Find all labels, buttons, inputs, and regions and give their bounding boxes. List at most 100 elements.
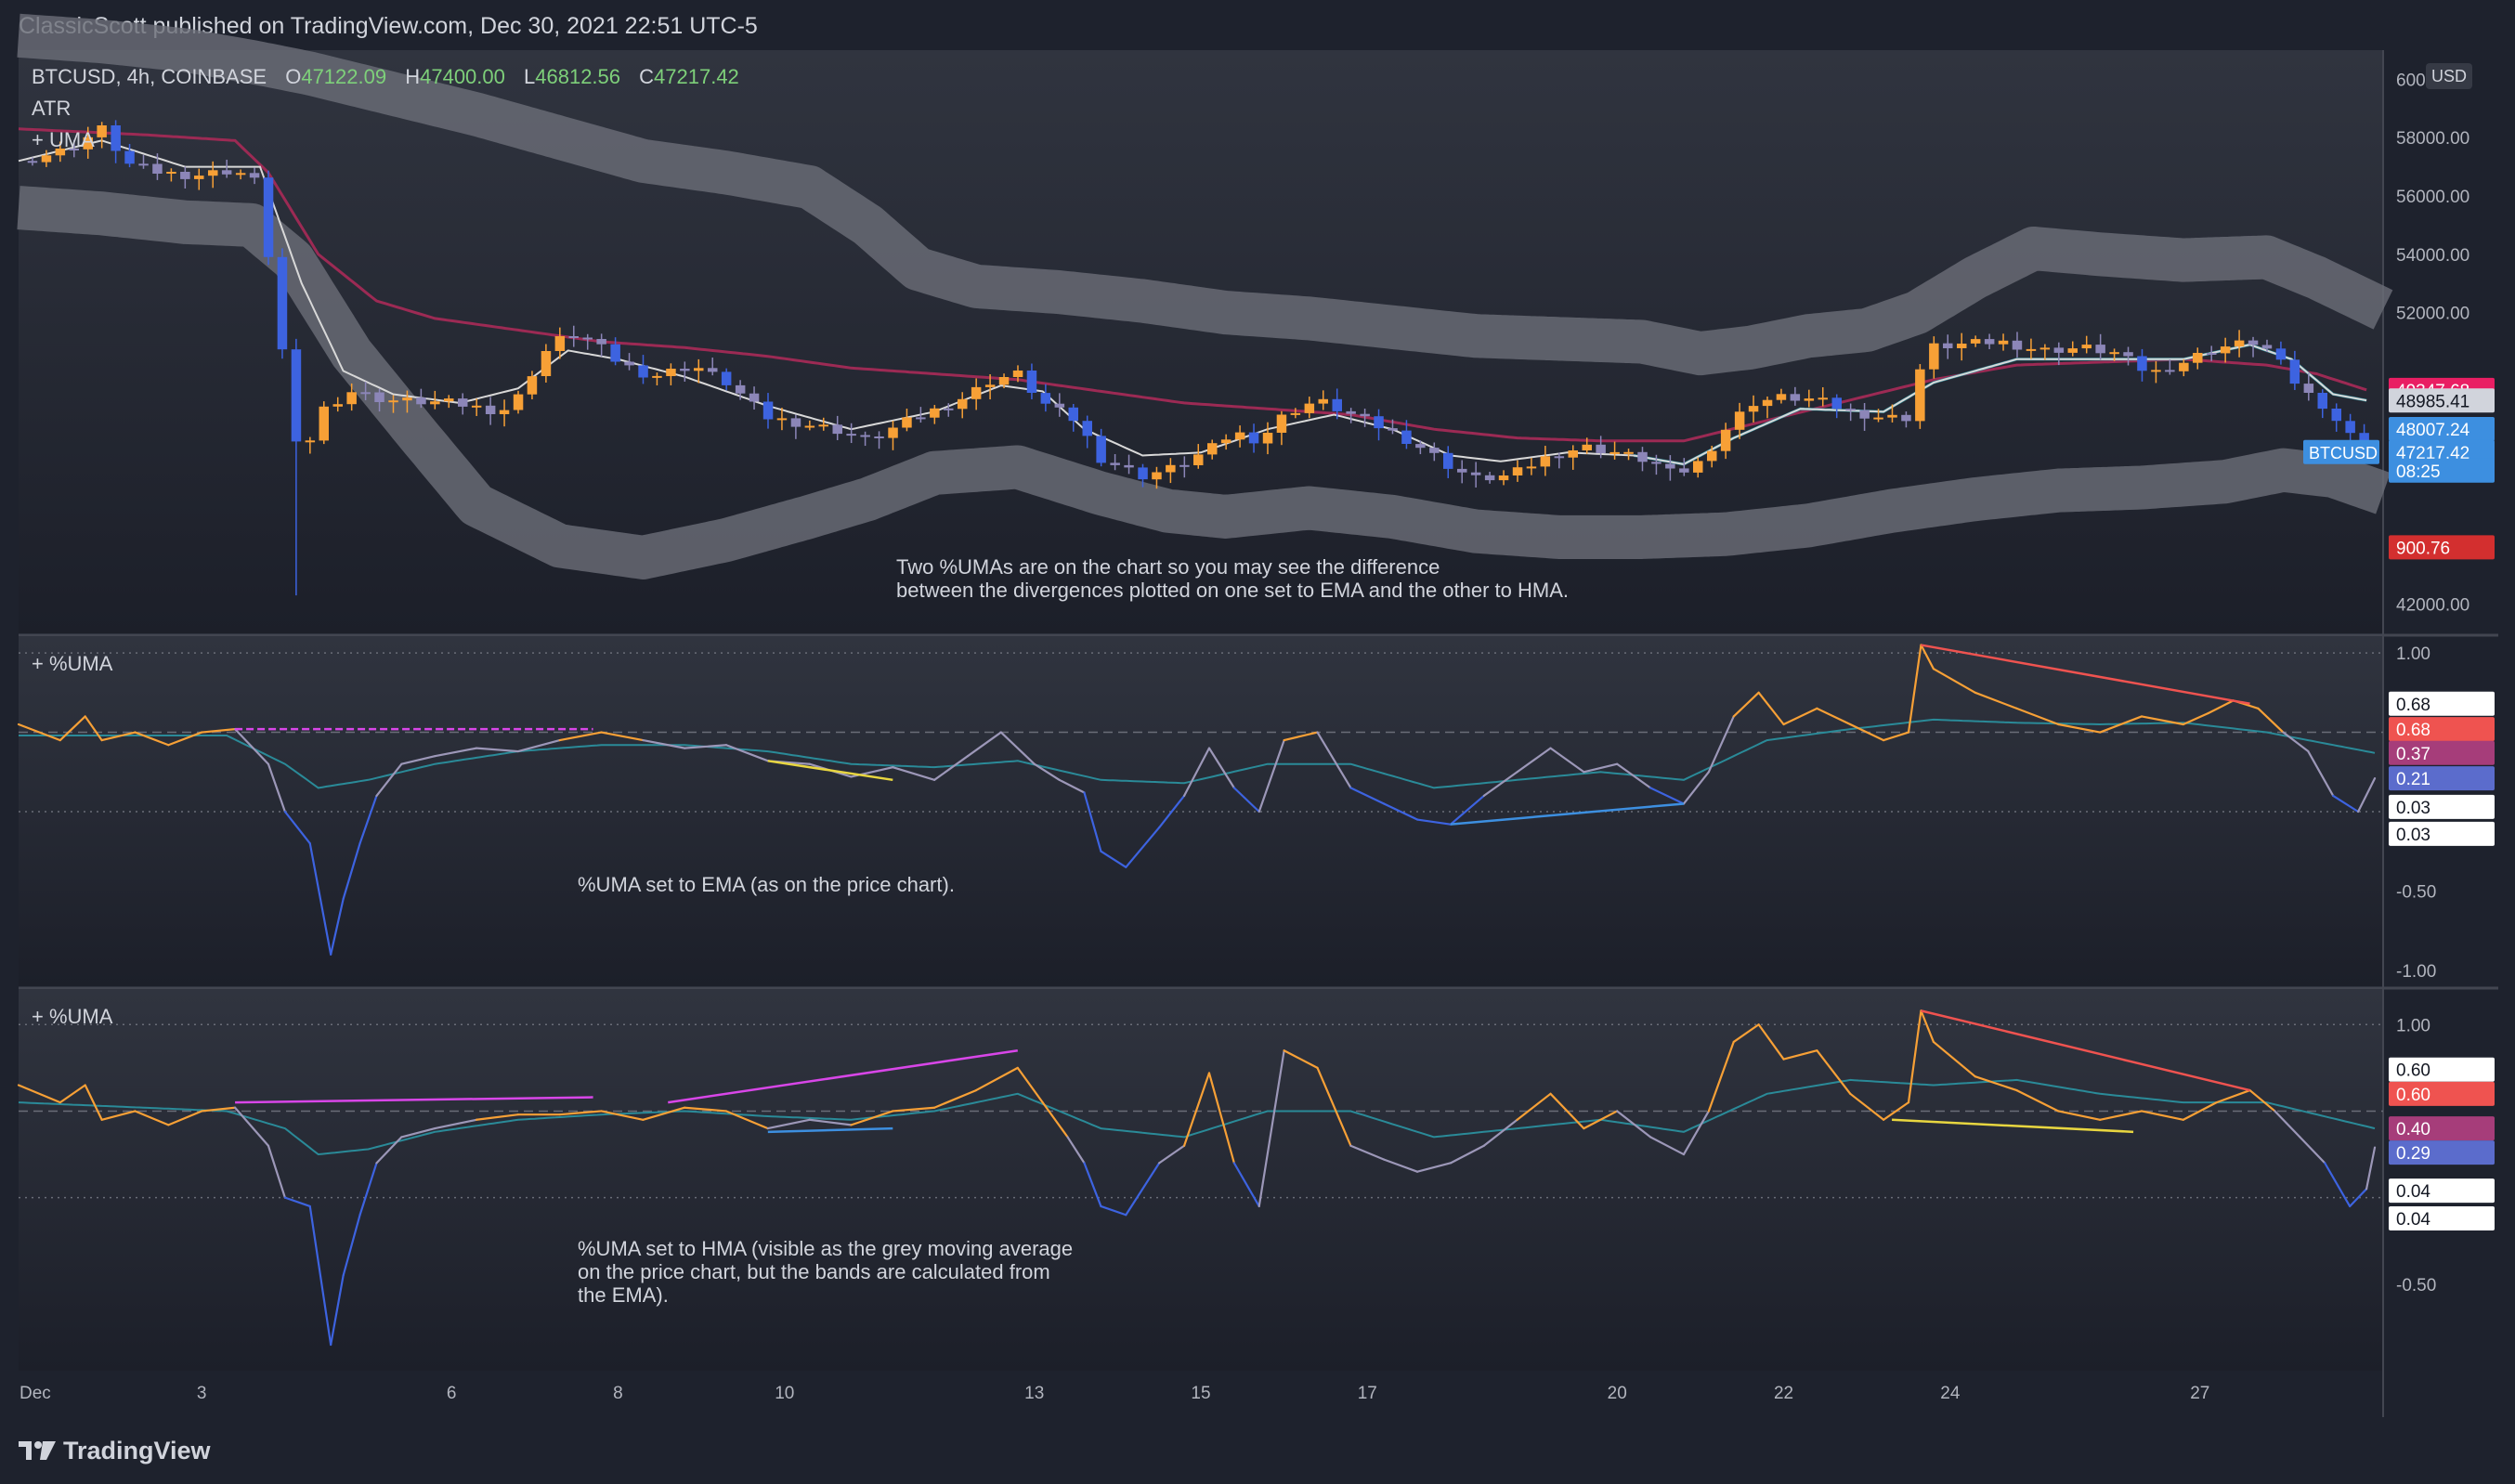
uma-ema-main-segment — [1258, 738, 1285, 814]
uma-hma-annotation-line-2: on the price chart, but the bands are ca… — [578, 1260, 1050, 1283]
candle-body — [458, 398, 468, 407]
uma-ema-value-label-bg — [2389, 717, 2495, 742]
candle-body — [2345, 421, 2355, 434]
time-tick-label: 6 — [447, 1384, 457, 1403]
time-tick-label: 24 — [1940, 1384, 1961, 1403]
uma-hma-main-segment — [1316, 1066, 1352, 1147]
candle-body — [1443, 452, 1453, 469]
close-label: C — [639, 65, 655, 88]
candle-body — [111, 125, 121, 151]
symbol-legend[interactable]: BTCUSD, 4h, COINBASE O47122.09 H47400.00… — [32, 65, 739, 89]
uma-hma-main-segment — [167, 1110, 203, 1126]
candle-body — [2207, 353, 2217, 355]
uma-hma-main-segment — [233, 1106, 270, 1147]
candle-body — [568, 336, 579, 338]
uma-ema-main-segment — [1616, 762, 1652, 789]
uma-hma-main-segment — [1707, 1040, 1735, 1113]
uma-hma-main-segment — [1732, 1023, 1760, 1044]
candle-body — [1304, 403, 1315, 413]
candle-body — [1748, 406, 1759, 412]
candle-body — [1540, 456, 1551, 467]
uma-hma-main-segment — [342, 1214, 361, 1277]
uma-hma-main-segment — [59, 1084, 86, 1104]
price-annotation: Two %UMAs are on the chart so you may se… — [896, 555, 1569, 602]
uma-hma-divergence-line — [1892, 1118, 2134, 1134]
uma-hma-panel-title[interactable]: + %UMA — [32, 1005, 113, 1028]
candle-body — [1984, 339, 1995, 345]
uma-ema-main-segment — [1907, 644, 1922, 734]
uma-hma-divergence-line — [235, 1096, 593, 1104]
candle-body — [1637, 451, 1648, 462]
candle-body — [1429, 448, 1440, 453]
candle-body — [152, 163, 163, 174]
uma-hma-main-segment — [2349, 1188, 2368, 1208]
uma-ema-main-segment — [1283, 731, 1319, 742]
time-tick-label: Dec — [20, 1384, 51, 1403]
uma-ema-value-label: 0.68 — [2396, 721, 2430, 740]
candle-body — [1054, 403, 1065, 408]
candle-body — [2039, 347, 2051, 350]
uma-ema-main-segment — [2015, 707, 2060, 726]
candle-body — [2289, 359, 2300, 384]
candle-body — [1124, 464, 1134, 468]
candle-body — [596, 339, 606, 345]
uma-ema-main-segment — [1974, 691, 2018, 710]
uma-ema-main-segment — [1349, 787, 1386, 805]
candle-body — [1234, 432, 1245, 440]
uma-ema-main-segment — [1883, 731, 1910, 742]
uma-ema-divergence-line — [1921, 644, 2250, 706]
symbol-tag-bg — [2303, 439, 2379, 464]
uma-ema-main-segment — [283, 810, 311, 845]
candle-body — [416, 397, 426, 405]
uma-hma-main-segment — [283, 1196, 311, 1208]
uma-hma-main-segment — [100, 1110, 137, 1121]
candle-body — [388, 400, 398, 403]
candle-body — [2123, 352, 2133, 357]
candle-body — [1915, 369, 1925, 422]
candle-body — [1831, 397, 1842, 410]
candle-body — [638, 365, 648, 378]
candle-body — [1929, 343, 1939, 370]
time-tick-label: 13 — [1024, 1384, 1044, 1403]
uma-ema-main-segment — [2282, 731, 2310, 753]
candle-body — [499, 410, 510, 414]
candle-body — [1110, 462, 1120, 465]
candle-body — [958, 398, 968, 410]
candle-body — [221, 170, 232, 175]
candle-body — [2109, 352, 2119, 355]
uma-hma-main-segment — [1125, 1162, 1161, 1217]
uma-hma-value-label: 0.40 — [2396, 1120, 2430, 1139]
uma-hma-main-segment — [201, 1106, 237, 1113]
candle-body — [2179, 362, 2189, 371]
uma-hma-main-segment — [2299, 1136, 2326, 1165]
tradingview-brand: TradingView — [63, 1436, 211, 1464]
indicator-uma[interactable]: + UMA — [32, 128, 95, 151]
uma-ema-main-segment — [1682, 771, 1710, 805]
uma-ema-panel-title[interactable]: + %UMA — [32, 652, 113, 675]
uma-hma-value-label: 0.04 — [2396, 1182, 2430, 1202]
candle-body — [1512, 467, 1523, 475]
candle-body — [1734, 411, 1745, 430]
uma-hma-main-segment — [84, 1084, 103, 1121]
uma-ema-main-segment — [1732, 691, 1760, 718]
indicator-atr[interactable]: ATR — [32, 97, 72, 120]
candle-body — [1582, 444, 1592, 450]
candle-body — [83, 137, 93, 150]
uma-ema-value-label: 0.03 — [2396, 826, 2430, 845]
uma-ema-main-segment — [933, 755, 970, 781]
uma-hma-main-segment — [766, 1118, 811, 1130]
candle-body — [291, 349, 302, 442]
uma-hma-main-segment — [1158, 1144, 1186, 1165]
candle-body — [180, 172, 190, 179]
candle-body — [984, 384, 996, 387]
uma-hma-value-label-bg — [2389, 1081, 2495, 1106]
candle-body — [513, 394, 524, 410]
uma-hma-main-segment — [684, 1106, 728, 1113]
tradingview-logo[interactable]: TradingView — [19, 1434, 211, 1467]
uma-ema-main-segment — [2332, 794, 2360, 814]
currency-button[interactable]: USD — [2426, 63, 2472, 89]
candle-body — [1776, 394, 1787, 400]
uma-hma-main-segment — [375, 1136, 403, 1165]
uma-hma-main-segment — [2274, 1110, 2301, 1139]
